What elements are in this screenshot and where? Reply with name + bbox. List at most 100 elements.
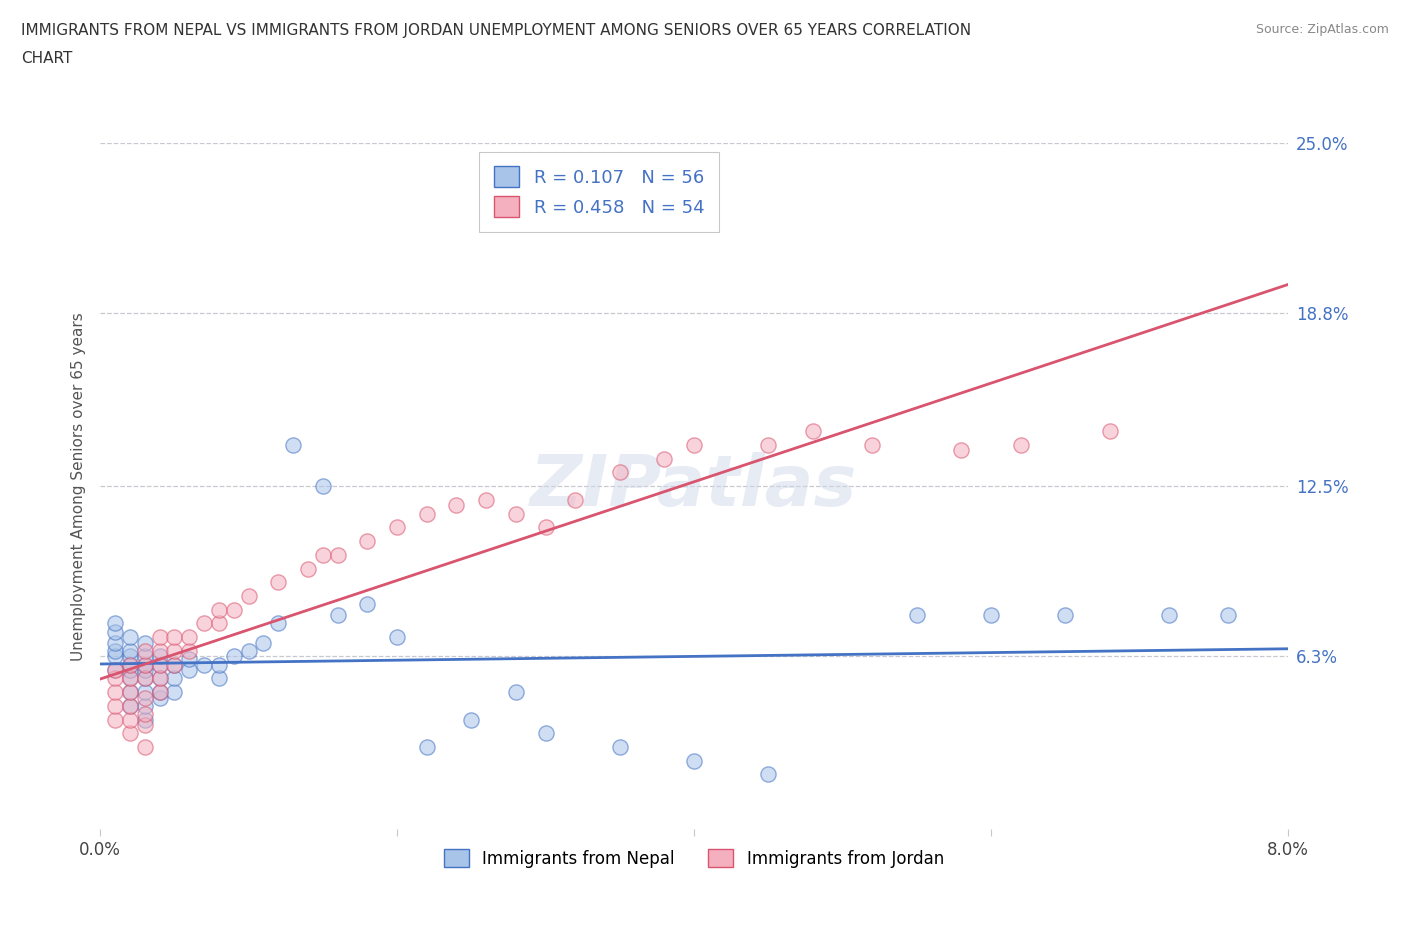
Point	[134, 671, 156, 685]
Point	[163, 671, 186, 685]
Point	[148, 658, 170, 672]
Point	[534, 520, 557, 535]
Point	[505, 684, 527, 699]
Point	[179, 644, 201, 658]
Text: Source: ZipAtlas.com: Source: ZipAtlas.com	[1256, 23, 1389, 36]
Point	[104, 712, 127, 727]
Point	[118, 630, 141, 644]
Point	[534, 725, 557, 740]
Point	[281, 437, 304, 452]
Point	[104, 671, 127, 685]
Point	[683, 753, 706, 768]
Point	[134, 698, 156, 713]
Point	[134, 718, 156, 733]
Point	[267, 616, 290, 631]
Point	[385, 520, 408, 535]
Point	[609, 739, 631, 754]
Point	[134, 663, 156, 678]
Point	[756, 767, 779, 782]
Point	[980, 608, 1002, 623]
Point	[609, 465, 631, 480]
Point	[134, 690, 156, 705]
Point	[416, 739, 439, 754]
Point	[1010, 437, 1032, 452]
Point	[118, 712, 141, 727]
Point	[134, 635, 156, 650]
Point	[104, 644, 127, 658]
Point	[134, 644, 156, 658]
Point	[104, 663, 127, 678]
Point	[267, 575, 290, 590]
Point	[356, 597, 378, 612]
Point	[1054, 608, 1077, 623]
Point	[148, 630, 170, 644]
Point	[118, 684, 141, 699]
Point	[356, 534, 378, 549]
Point	[104, 624, 127, 639]
Point	[134, 739, 156, 754]
Point	[950, 443, 973, 458]
Point	[326, 548, 349, 563]
Point	[118, 671, 141, 685]
Point	[505, 506, 527, 521]
Point	[208, 658, 231, 672]
Point	[163, 658, 186, 672]
Point	[179, 663, 201, 678]
Point	[446, 498, 468, 512]
Point	[134, 658, 156, 672]
Point	[208, 671, 231, 685]
Text: ZIPatlas: ZIPatlas	[530, 452, 858, 521]
Point	[104, 616, 127, 631]
Legend: R = 0.107   N = 56, R = 0.458   N = 54: R = 0.107 N = 56, R = 0.458 N = 54	[479, 152, 718, 232]
Point	[104, 649, 127, 664]
Point	[385, 630, 408, 644]
Point	[118, 698, 141, 713]
Point	[134, 649, 156, 664]
Point	[134, 712, 156, 727]
Point	[104, 635, 127, 650]
Point	[1098, 424, 1121, 439]
Point	[148, 684, 170, 699]
Point	[222, 603, 245, 618]
Point	[475, 493, 498, 508]
Point	[118, 671, 141, 685]
Point	[118, 644, 141, 658]
Point	[326, 608, 349, 623]
Point	[416, 506, 439, 521]
Point	[104, 698, 127, 713]
Point	[801, 424, 824, 439]
Text: IMMIGRANTS FROM NEPAL VS IMMIGRANTS FROM JORDAN UNEMPLOYMENT AMONG SENIORS OVER : IMMIGRANTS FROM NEPAL VS IMMIGRANTS FROM…	[21, 23, 972, 38]
Point	[148, 671, 170, 685]
Point	[148, 690, 170, 705]
Point	[148, 644, 170, 658]
Point	[238, 644, 260, 658]
Point	[860, 437, 883, 452]
Point	[252, 635, 274, 650]
Point	[148, 649, 170, 664]
Point	[208, 603, 231, 618]
Point	[148, 684, 170, 699]
Point	[134, 671, 156, 685]
Point	[118, 649, 141, 664]
Point	[312, 548, 335, 563]
Point	[208, 616, 231, 631]
Point	[297, 561, 319, 576]
Text: CHART: CHART	[21, 51, 73, 66]
Point	[118, 725, 141, 740]
Point	[134, 658, 156, 672]
Point	[1157, 608, 1180, 623]
Point	[683, 437, 706, 452]
Point	[905, 608, 928, 623]
Point	[222, 649, 245, 664]
Point	[134, 707, 156, 722]
Point	[163, 644, 186, 658]
Point	[104, 684, 127, 699]
Point	[163, 684, 186, 699]
Point	[756, 437, 779, 452]
Point	[148, 658, 170, 672]
Point	[460, 712, 482, 727]
Point	[118, 698, 141, 713]
Point	[238, 589, 260, 604]
Point	[1218, 608, 1240, 623]
Point	[134, 684, 156, 699]
